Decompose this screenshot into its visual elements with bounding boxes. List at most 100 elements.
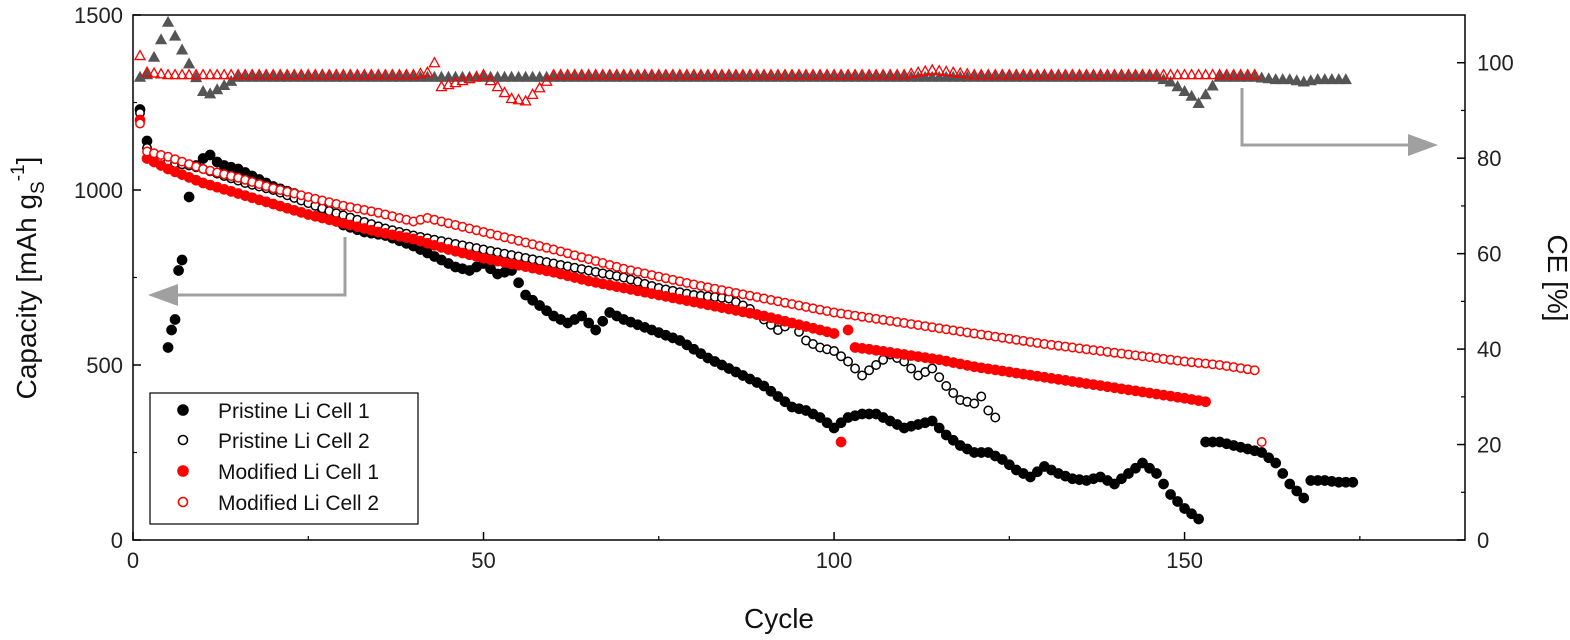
ce-modified-point [428, 56, 441, 68]
ce-modified-point [232, 68, 245, 80]
ce-modified-point [449, 76, 462, 88]
capacity-pristine-cell-1-point [1158, 478, 1169, 490]
ce-modified-point [1059, 68, 1072, 80]
capacity-modified-cell-1-point [828, 328, 840, 339]
ce-pristine-point [197, 85, 210, 97]
ce-modified-point [778, 68, 792, 80]
ce-modified-point [568, 68, 581, 80]
ce-modified-point [603, 68, 616, 80]
ce-modified-point [785, 68, 799, 80]
ce-modified-point [323, 68, 336, 80]
capacity-pristine-cell-1-point [1116, 473, 1127, 485]
capacity-pristine-cell-1-point [933, 422, 945, 434]
ce-modified-point [1073, 68, 1086, 80]
ce-modified-point [239, 68, 252, 80]
capacity-pristine-cell-1-point [169, 314, 181, 325]
ce-modified-point [1220, 68, 1233, 80]
ce-pristine-point [154, 33, 168, 45]
ce-modified-point [1206, 68, 1219, 80]
ce-modified-point [596, 68, 609, 80]
capacity-pristine-cell-1-point [1003, 459, 1015, 471]
ce-modified-point [764, 68, 778, 80]
capacity-pristine-cell-1-point [814, 412, 826, 423]
capacity-pristine-cell-2-point [934, 372, 945, 383]
ce-modified-point [792, 68, 806, 80]
capacity-pristine-cell-1-point [926, 415, 938, 427]
y-right-tick-label: 20 [1477, 433, 1501, 458]
ce-modified-point [1038, 68, 1051, 80]
ce-modified-point [1157, 68, 1170, 80]
capacity-pristine-cell-1-point [1270, 457, 1282, 469]
ce-modified-point [947, 65, 960, 77]
ce-modified-point [288, 68, 301, 80]
ce-modified-point [204, 68, 217, 80]
ce-modified-point [1080, 68, 1093, 80]
ce-modified-point [337, 68, 350, 80]
capacity-pristine-cell-1-point [166, 324, 177, 336]
ce-modified-point [168, 68, 182, 80]
ce-modified-point [722, 68, 735, 80]
ce-modified-point [694, 68, 707, 80]
ce-modified-point [1185, 68, 1198, 80]
capacity-pristine-cell-2-point [829, 346, 840, 356]
capacity-pristine-cell-1-point [1256, 447, 1268, 458]
y-right-tick-label: 40 [1477, 337, 1501, 362]
capacity-pristine-cell-1-point [1284, 478, 1296, 490]
capacity-pristine-cell-1-point [1032, 466, 1043, 478]
ce-modified-point [561, 68, 574, 80]
ce-modified-point [1192, 68, 1205, 80]
ce-modified-point [863, 68, 876, 80]
capacity-pristine-cell-1-point [183, 191, 195, 203]
ce-modified-point [274, 68, 287, 80]
ce-modified-point [386, 68, 399, 80]
ce-modified-point [736, 68, 750, 80]
capacity-pristine-cell-1-point [828, 422, 840, 434]
ce-modified-point [225, 68, 238, 80]
ce-modified-point [666, 68, 679, 80]
ce-modified-point [211, 68, 224, 80]
ce-modified-point [554, 68, 567, 80]
ce-modified-point [624, 68, 637, 80]
ce-modified-point [715, 68, 728, 80]
ce-modified-point [834, 68, 848, 80]
ce-modified-point [246, 68, 259, 80]
ce-modified-point [912, 65, 925, 77]
ce-modified-point [1017, 68, 1030, 80]
capacity-pristine-cell-2-point [976, 391, 987, 402]
ce-modified-point [1094, 68, 1107, 80]
ce-modified-point [1003, 68, 1016, 80]
ce-modified-point [1136, 68, 1149, 80]
capacity-modified-cell-1-point [835, 436, 847, 448]
ce-modified-point [673, 68, 686, 80]
ce-modified-point [133, 49, 147, 61]
ce-modified-point [267, 68, 280, 80]
data-points [133, 15, 1359, 525]
ce-pristine-point [1332, 73, 1345, 85]
y-left-tick-label: 1500 [74, 3, 123, 28]
ce-modified-point [1199, 68, 1212, 80]
capacity-pristine-cell-1-point [520, 289, 531, 301]
ce-pristine-point [442, 70, 455, 82]
capacity-pristine-cell-1-point [590, 324, 602, 336]
capacity-pristine-cell-1-point [779, 396, 791, 408]
capacity-pristine-cell-1-point [527, 294, 538, 306]
ce-modified-point [161, 68, 175, 80]
ce-modified-point [218, 68, 231, 80]
ce-modified-point [1178, 68, 1191, 80]
y-axis-left-title: Capacity [mAh gS-1] [8, 157, 49, 400]
ce-modified-point [638, 68, 651, 80]
ce-pristine-point [1164, 75, 1177, 87]
ce-pristine-point [1269, 73, 1282, 85]
ce-modified-point [687, 68, 700, 80]
ce-modified-point [701, 68, 714, 80]
ce-modified-point [1129, 68, 1142, 80]
x-axis-title: Cycle [744, 603, 814, 634]
y-right-tick-label: 100 [1477, 51, 1514, 76]
capacity-pristine-cell-1-point [1144, 462, 1155, 474]
ce-pristine-point [933, 70, 946, 82]
capacity-pristine-cell-1-point [821, 417, 833, 429]
ce-modified-point [855, 68, 869, 80]
capacity-pristine-cell-1-point [176, 254, 188, 266]
ce-modified-point [421, 65, 434, 77]
